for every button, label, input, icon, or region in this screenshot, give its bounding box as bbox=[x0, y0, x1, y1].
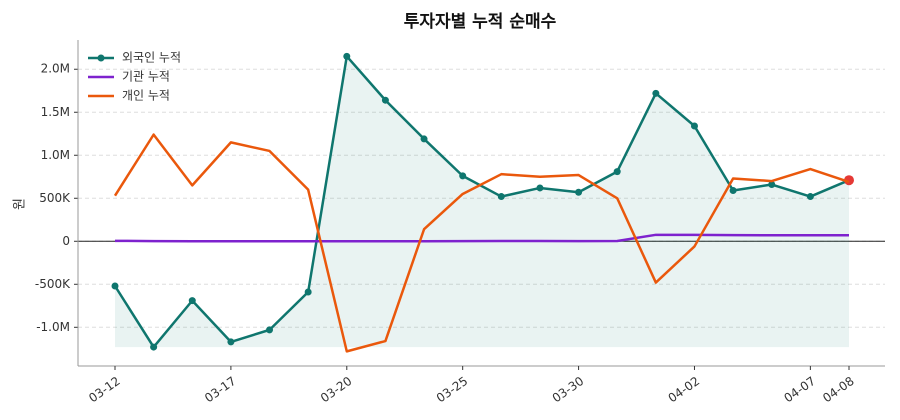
point bbox=[343, 52, 351, 60]
point bbox=[150, 343, 158, 351]
point bbox=[459, 172, 467, 180]
chart-title: 투자자별 누적 순매수 bbox=[404, 12, 557, 32]
point bbox=[266, 326, 274, 334]
x-tick-label: 04-08 bbox=[820, 374, 857, 405]
legend-label: 외국인 누적 bbox=[122, 51, 181, 65]
x-tick-label: 03-25 bbox=[434, 374, 471, 405]
x-tick-label: 03-20 bbox=[318, 374, 355, 405]
x-tick-label: 03-30 bbox=[550, 374, 587, 405]
point bbox=[806, 193, 814, 201]
point bbox=[304, 288, 312, 296]
legend-label: 기관 누적 bbox=[122, 70, 170, 84]
y-tick-label: 1.5M bbox=[41, 105, 70, 119]
point bbox=[536, 184, 544, 192]
x-tick-label: 03-17 bbox=[202, 374, 239, 405]
legend-marker bbox=[97, 54, 105, 62]
point bbox=[227, 338, 235, 346]
x-tick-label: 04-02 bbox=[666, 374, 703, 405]
point bbox=[188, 297, 196, 305]
legend-label: 개인 누적 bbox=[122, 89, 170, 103]
y-tick-label: -500K bbox=[35, 277, 71, 291]
point bbox=[768, 181, 776, 189]
y-tick-label: -1.0M bbox=[36, 320, 70, 334]
point bbox=[111, 282, 119, 290]
series-line bbox=[114, 233, 849, 243]
point bbox=[844, 175, 854, 186]
x-tick-label: 03-12 bbox=[86, 374, 123, 405]
series-line bbox=[113, 133, 850, 353]
area-fill bbox=[115, 56, 849, 348]
x-tick-label: 04-07 bbox=[781, 374, 818, 405]
point bbox=[652, 89, 660, 97]
y-tick-label: 2.0M bbox=[41, 62, 70, 76]
y-tick-label: 0 bbox=[62, 234, 70, 248]
point bbox=[690, 122, 698, 130]
point bbox=[613, 168, 621, 176]
point bbox=[497, 193, 505, 201]
y-tick-label: 1.0M bbox=[41, 148, 70, 162]
series-line bbox=[113, 55, 850, 349]
point bbox=[729, 187, 737, 195]
y-axis-label: 원 bbox=[13, 198, 28, 210]
point bbox=[381, 96, 389, 104]
y-tick-label: 500K bbox=[39, 191, 71, 205]
point bbox=[575, 188, 583, 196]
point bbox=[420, 135, 428, 143]
